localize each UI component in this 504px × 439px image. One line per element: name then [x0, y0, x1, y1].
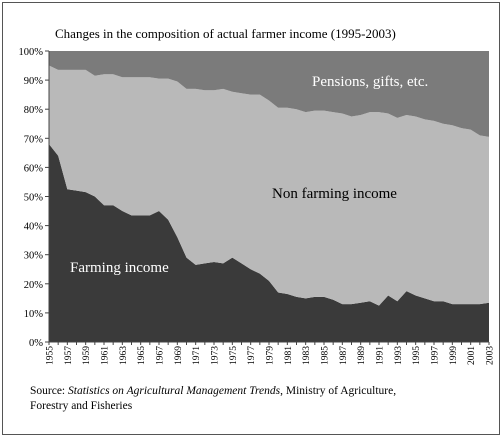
series-area-non-farming-income	[49, 65, 489, 306]
x-tick-label: 2003	[486, 346, 496, 365]
x-tick-label: 1995	[412, 346, 422, 365]
source-line2: Forestry and Fisheries	[30, 400, 133, 412]
source-note: Source: Statistics on Agricultural Manag…	[30, 384, 396, 414]
series-area-farming-income	[49, 144, 489, 342]
x-tick-label: 1977	[247, 346, 257, 365]
x-tick-label: 1965	[137, 346, 147, 365]
y-tick-label: 30%	[24, 251, 44, 262]
x-tick-label: 1957	[64, 346, 74, 365]
x-tick-label: 1971	[192, 346, 202, 365]
source-title: Statistics on Agricultural Management Tr…	[68, 385, 281, 397]
x-tick-label: 1959	[82, 346, 92, 365]
series-label-pensions-gifts: Pensions, gifts, etc.	[312, 74, 428, 90]
x-tick-label: 1985	[321, 346, 331, 365]
source-suffix: , Ministry of Agriculture,	[280, 385, 397, 397]
y-tick-label: 70%	[24, 134, 44, 145]
x-tick-label: 1963	[119, 346, 129, 365]
series-label-non-farming-income: Non farming income	[272, 186, 397, 202]
y-tick-label: 90%	[24, 76, 44, 87]
x-tick-label: 1981	[284, 346, 294, 365]
series-area-pensions-gifts	[49, 51, 489, 137]
x-tick-label: 1969	[174, 346, 184, 365]
chart-title: Changes in the composition of actual far…	[55, 26, 396, 41]
x-tick-label: 1973	[211, 346, 221, 365]
y-tick-label: 0%	[29, 338, 43, 349]
source-prefix: Source:	[30, 385, 69, 397]
x-tick-label: 1989	[357, 346, 367, 365]
y-tick-label: 40%	[24, 222, 44, 233]
y-tick-label: 50%	[24, 193, 44, 204]
y-tick-label: 100%	[19, 47, 44, 58]
x-tick-label: 1991	[376, 346, 386, 365]
x-tick-label: 1967	[156, 346, 166, 365]
y-tick-label: 60%	[24, 163, 44, 174]
y-tick-label: 10%	[24, 309, 44, 320]
x-tick-label: 1961	[101, 346, 111, 365]
y-tick-label: 80%	[24, 105, 44, 116]
x-tick-label: 1993	[394, 346, 404, 365]
x-tick-label: 1999	[449, 346, 459, 365]
y-tick-label: 20%	[24, 280, 44, 291]
series-label-farming-income: Farming income	[70, 260, 169, 276]
x-tick-label: 1987	[339, 346, 349, 365]
x-tick-label: 1975	[229, 346, 239, 365]
x-tick-label: 1997	[431, 346, 441, 365]
x-tick-label: 1979	[266, 346, 276, 365]
x-tick-label: 2001	[467, 346, 477, 365]
x-tick-label: 1983	[302, 346, 312, 365]
x-tick-label: 1955	[46, 346, 56, 365]
